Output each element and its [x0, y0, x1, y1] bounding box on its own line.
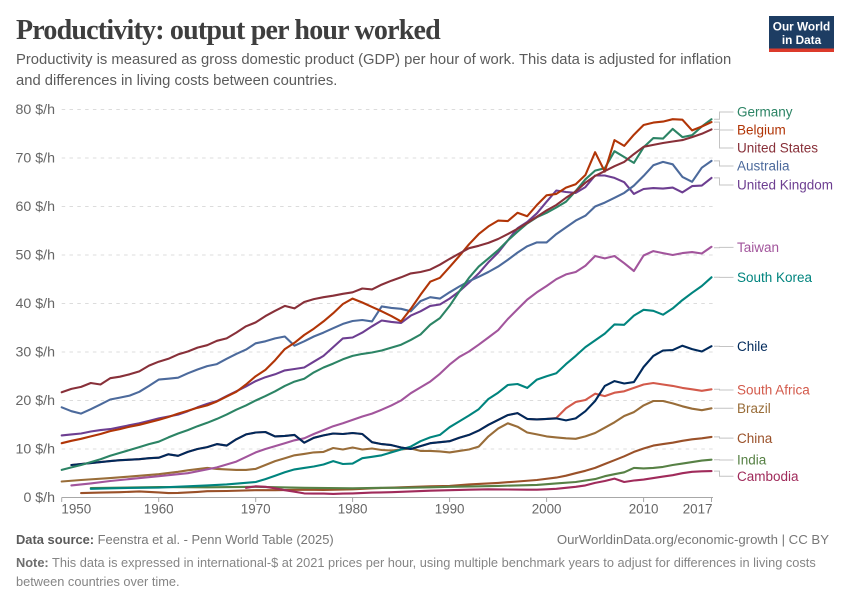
svg-text:20 $/h: 20 $/h	[16, 393, 55, 409]
svg-text:India: India	[737, 453, 767, 468]
svg-text:Taiwan: Taiwan	[737, 240, 779, 255]
svg-text:0 $/h: 0 $/h	[23, 490, 55, 506]
svg-text:Australia: Australia	[737, 159, 790, 174]
svg-text:80 $/h: 80 $/h	[16, 102, 55, 118]
svg-text:United States: United States	[737, 141, 818, 156]
svg-text:1990: 1990	[435, 502, 465, 517]
svg-text:1970: 1970	[241, 502, 271, 517]
svg-text:Our World: Our World	[773, 20, 830, 34]
svg-text:60 $/h: 60 $/h	[16, 199, 55, 215]
svg-text:40 $/h: 40 $/h	[16, 296, 55, 312]
svg-text:10 $/h: 10 $/h	[16, 442, 55, 458]
svg-text:1980: 1980	[338, 502, 368, 517]
svg-text:Cambodia: Cambodia	[737, 469, 799, 484]
svg-text:Germany: Germany	[737, 105, 793, 120]
svg-text:30 $/h: 30 $/h	[16, 345, 55, 361]
svg-text:1950: 1950	[61, 502, 91, 517]
svg-text:China: China	[737, 431, 773, 446]
svg-text:Chile: Chile	[737, 339, 768, 354]
svg-text:South Africa: South Africa	[737, 383, 810, 398]
svg-text:2017: 2017	[683, 502, 713, 517]
svg-text:70 $/h: 70 $/h	[16, 151, 55, 167]
svg-text:Belgium: Belgium	[737, 123, 786, 138]
svg-text:1960: 1960	[144, 502, 174, 517]
svg-text:United Kingdom: United Kingdom	[737, 178, 833, 193]
svg-text:2010: 2010	[629, 502, 659, 517]
svg-text:50 $/h: 50 $/h	[16, 248, 55, 264]
svg-text:South Korea: South Korea	[737, 270, 813, 285]
svg-text:2000: 2000	[532, 502, 562, 517]
svg-text:in Data: in Data	[782, 33, 822, 47]
svg-text:Brazil: Brazil	[737, 401, 771, 416]
